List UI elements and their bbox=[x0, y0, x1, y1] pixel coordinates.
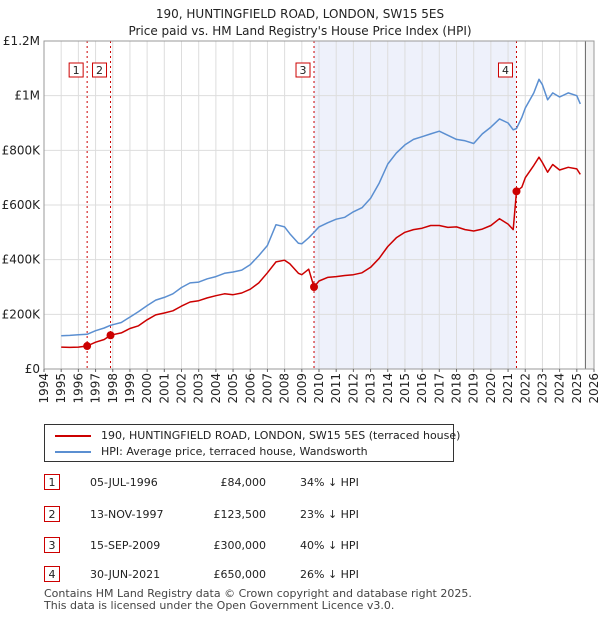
sale-number-label: 3 bbox=[295, 62, 311, 78]
sale-number-label: 2 bbox=[92, 62, 108, 78]
attribution: Contains HM Land Registry data © Crown c… bbox=[44, 588, 472, 612]
sale-date: 05-JUL-1996 bbox=[90, 476, 158, 489]
x-tick-label: 2008 bbox=[278, 373, 292, 404]
property-series-line bbox=[61, 156, 581, 349]
sale-number-box bbox=[295, 62, 311, 78]
x-tick-label: 2010 bbox=[312, 373, 326, 404]
sale-date: 15-SEP-2009 bbox=[90, 539, 161, 552]
sale-number-label: 4 bbox=[497, 62, 513, 78]
legend-label-hpi: HPI: Average price, terraced house, Wand… bbox=[101, 445, 368, 458]
x-tick-label: 2017 bbox=[432, 373, 446, 404]
x-tick-label: 2022 bbox=[518, 373, 532, 404]
sale-number-badge: 4 bbox=[44, 566, 60, 582]
sale-number-badge: 1 bbox=[44, 474, 60, 490]
attribution-line-2: This data is licensed under the Open Gov… bbox=[44, 599, 395, 612]
x-tick-label: 2007 bbox=[260, 373, 274, 404]
sale-number-badge: 2 bbox=[44, 506, 60, 522]
sale-point bbox=[310, 283, 319, 291]
sale-number-label: 1 bbox=[68, 62, 84, 78]
y-tick-label: £1.2M bbox=[3, 34, 40, 48]
hpi-series-line bbox=[61, 78, 581, 337]
sale-date: 30-JUN-2021 bbox=[90, 568, 161, 581]
y-tick-label: £200K bbox=[2, 307, 42, 321]
x-tick-label: 2003 bbox=[192, 373, 206, 404]
legend: 190, HUNTINGFIELD ROAD, LONDON, SW15 5ES… bbox=[44, 424, 460, 462]
x-tick-label: 2009 bbox=[295, 373, 309, 404]
x-tick-label: 2020 bbox=[484, 373, 498, 404]
sale-hpi-delta: 34% ↓ HPI bbox=[300, 476, 359, 489]
x-tick-label: 2014 bbox=[381, 373, 395, 404]
sale-point bbox=[106, 331, 115, 340]
x-axis: 1994 1995 1996 1997 1998 1999 2000 2001 2002 2003… bbox=[37, 369, 600, 404]
x-tick-label: 1996 bbox=[71, 373, 85, 404]
chart-title: 190, HUNTINGFIELD ROAD, LONDON, SW15 5ES bbox=[156, 7, 444, 21]
legend-label-property: 190, HUNTINGFIELD ROAD, LONDON, SW15 5ES… bbox=[101, 429, 461, 442]
sale-number-text: 4 bbox=[502, 64, 509, 77]
sale-price: £650,000 bbox=[213, 568, 267, 581]
attribution-line-1: Contains HM Land Registry data © Crown c… bbox=[44, 587, 472, 600]
y-tick-label: £600K bbox=[2, 198, 42, 212]
x-tick-label: 2005 bbox=[226, 373, 240, 404]
sale-labels: 1 2 3 4 bbox=[68, 62, 513, 78]
y-tick-label: £1M bbox=[14, 89, 40, 103]
sale-number-text: 3 bbox=[300, 64, 307, 77]
sale-number-box bbox=[68, 62, 84, 78]
x-tick-label: 2012 bbox=[346, 373, 360, 404]
sale-price: £300,000 bbox=[213, 539, 267, 552]
sale-hpi-delta: 23% ↓ HPI bbox=[300, 508, 359, 521]
sale-markers bbox=[83, 187, 521, 351]
sale-number-box bbox=[497, 62, 513, 78]
x-tick-label: 2024 bbox=[553, 373, 567, 404]
x-tick-label: 2004 bbox=[209, 373, 223, 404]
sale-number-badge: 3 bbox=[44, 537, 60, 553]
x-tick-label: 1995 bbox=[54, 373, 68, 404]
x-tick-label: 2021 bbox=[501, 373, 515, 404]
x-tick-label: 2001 bbox=[157, 373, 171, 404]
sale-point bbox=[512, 187, 521, 196]
x-tick-label: 2002 bbox=[175, 373, 189, 404]
x-tick-label: 2018 bbox=[450, 373, 464, 404]
x-tick-label: 2015 bbox=[398, 373, 412, 404]
x-tick-label: 2006 bbox=[243, 373, 257, 404]
sale-number-text: 2 bbox=[96, 64, 103, 77]
x-tick-label: 2016 bbox=[415, 373, 429, 404]
x-tick-label: 2025 bbox=[570, 373, 584, 404]
legend-swatch-property bbox=[55, 435, 91, 437]
sale-hpi-delta: 26% ↓ HPI bbox=[300, 568, 359, 581]
y-tick-label: £400K bbox=[2, 253, 42, 267]
x-tick-label: 1997 bbox=[89, 373, 103, 404]
series-lines bbox=[61, 78, 581, 349]
x-tick-label: 2011 bbox=[329, 373, 343, 404]
x-tick-label: 2019 bbox=[467, 373, 481, 404]
x-tick-label: 1999 bbox=[123, 373, 137, 404]
sale-date: 13-NOV-1997 bbox=[90, 508, 164, 521]
sale-price: £84,000 bbox=[220, 476, 267, 489]
sale-hpi-delta: 40% ↓ HPI bbox=[300, 539, 359, 552]
legend-swatch-hpi bbox=[55, 451, 91, 453]
x-tick-label: 2000 bbox=[140, 373, 154, 404]
x-tick-label: 1994 bbox=[37, 373, 51, 404]
x-tick-label: 2023 bbox=[535, 373, 549, 404]
x-tick-label: 2026 bbox=[587, 373, 600, 404]
x-tick-label: 1998 bbox=[106, 373, 120, 404]
y-tick-label: £0 bbox=[25, 362, 40, 376]
chart-subtitle: Price paid vs. HM Land Registry's House … bbox=[128, 24, 471, 38]
sale-number-box bbox=[92, 62, 108, 78]
price-chart: 190, HUNTINGFIELD ROAD, LONDON, SW15 5ES… bbox=[2, 7, 600, 404]
sale-number-text: 1 bbox=[73, 64, 80, 77]
y-axis: £0 £200K £400K £600K £800K £1M £1.2M bbox=[2, 34, 42, 376]
sale-price: £123,500 bbox=[213, 508, 267, 521]
x-tick-label: 2013 bbox=[364, 373, 378, 404]
sale-point bbox=[83, 342, 92, 351]
y-tick-label: £800K bbox=[2, 143, 42, 157]
